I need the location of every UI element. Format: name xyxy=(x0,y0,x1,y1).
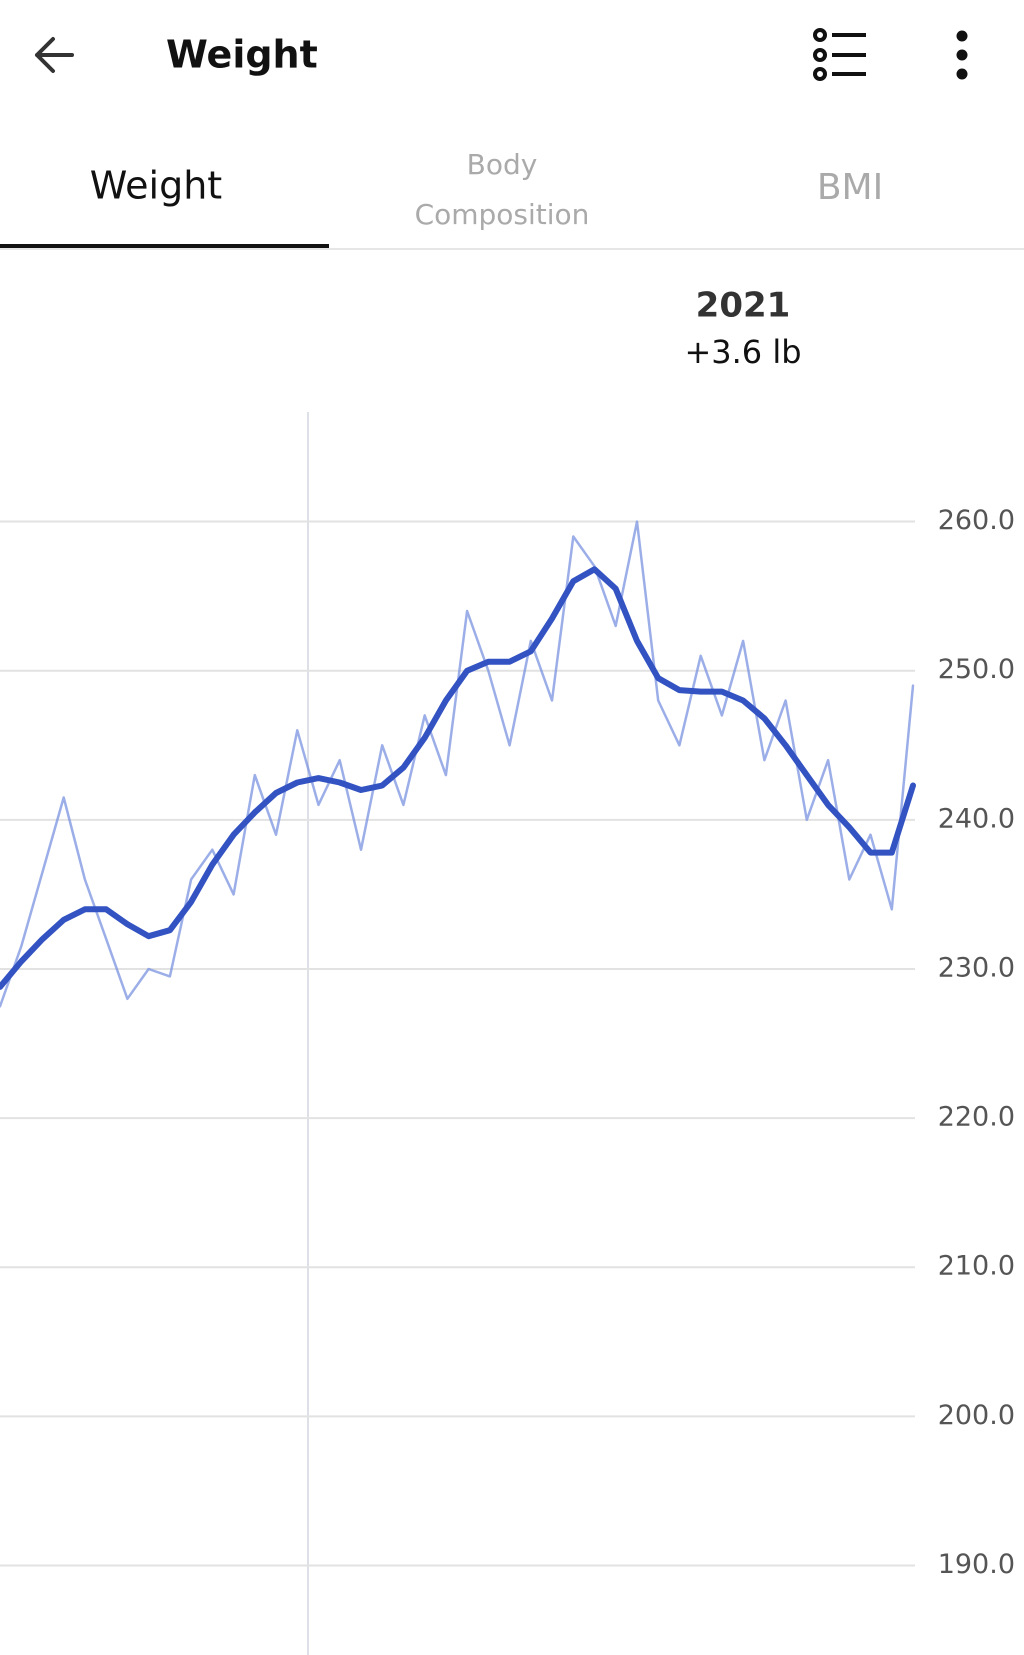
more-menu[interactable] xyxy=(956,30,968,80)
y-tick-label: 200.0 xyxy=(938,1400,1015,1431)
tab-indicator xyxy=(0,244,329,248)
y-tick-label: 190.0 xyxy=(938,1549,1015,1580)
y-tick-label: 220.0 xyxy=(938,1102,1015,1133)
raw-line xyxy=(0,520,915,1008)
y-tick-label: 250.0 xyxy=(938,654,1015,685)
y-tick-label: 240.0 xyxy=(938,803,1015,834)
y-tick-label: 210.0 xyxy=(938,1251,1015,1282)
back-button[interactable] xyxy=(35,37,74,73)
y-tick-label: 230.0 xyxy=(938,952,1015,983)
trend-line xyxy=(0,566,916,990)
period-label: 2021 xyxy=(696,286,791,326)
page-title: Weight xyxy=(166,33,318,77)
tab[interactable]: BMI xyxy=(817,167,883,208)
list-icon[interactable] xyxy=(813,28,866,81)
tab[interactable]: Body Composition xyxy=(414,148,590,231)
y-tick-label: 260.0 xyxy=(938,505,1015,536)
tab[interactable]: Weight xyxy=(90,164,222,208)
period-change: +3.6 lb xyxy=(684,333,801,371)
